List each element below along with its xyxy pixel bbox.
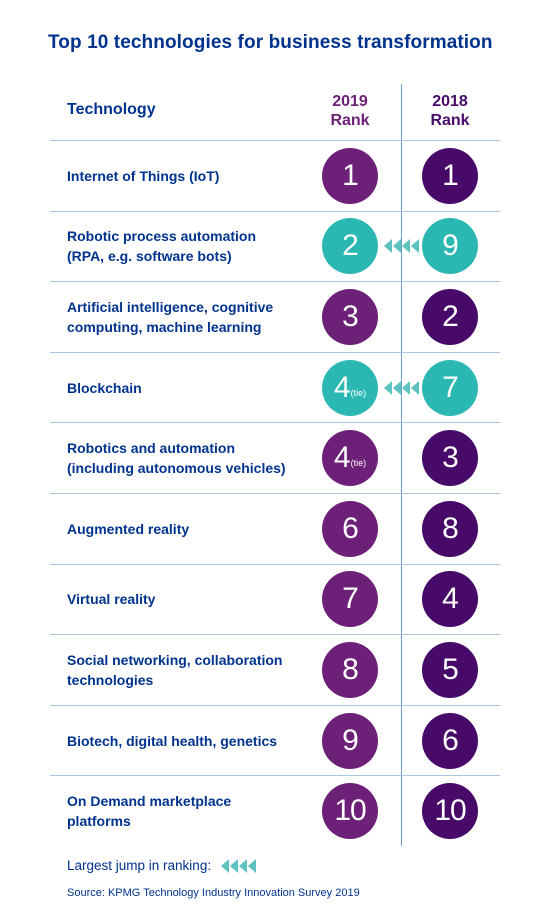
left-arrows-icon bbox=[384, 380, 419, 395]
technology-name: Biotech, digital health, genetics bbox=[67, 732, 278, 749]
table-row: Social networking, collaboration technol… bbox=[50, 634, 500, 705]
technology-name: Social networking, collaboration technol… bbox=[67, 651, 283, 688]
header-2019-year: 2019 bbox=[332, 93, 368, 110]
rank-2019-badge: 8 bbox=[322, 641, 378, 698]
header-2018-year: 2018 bbox=[432, 93, 468, 110]
rank-2018-badge: 10 bbox=[422, 783, 478, 840]
rank-2018-value: 9 bbox=[442, 229, 459, 263]
ranking-table: Internet of Things (IoT) 1 1 Robotic proces… bbox=[50, 140, 500, 846]
rank-2019-badge: 4 (tie) bbox=[322, 430, 378, 487]
rank-2018-value: 4 bbox=[442, 582, 459, 616]
rank-2018-value: 10 bbox=[434, 794, 466, 828]
table-row: On Demand marketplace platforms 10 10 bbox=[50, 775, 500, 846]
left-arrows-icon bbox=[384, 239, 419, 254]
table-row: Artificial intelligence, cognitive compu… bbox=[50, 281, 500, 352]
rank-2019-value: 1 bbox=[342, 158, 359, 192]
legend: Largest jump in ranking: bbox=[67, 858, 257, 873]
column-divider bbox=[401, 84, 402, 846]
technology-name: On Demand marketplace platforms bbox=[67, 793, 232, 830]
header-2019-label: Rank bbox=[330, 112, 370, 129]
rank-2019-value: 4 bbox=[333, 441, 351, 475]
rank-2018-badge: 3 bbox=[422, 430, 478, 487]
rank-2019-badge: 7 bbox=[322, 571, 378, 628]
rank-2019-badge: 3 bbox=[322, 288, 378, 345]
table-row: Internet of Things (IoT) 1 1 bbox=[50, 140, 500, 211]
rank-2019-value: 8 bbox=[342, 652, 359, 686]
rank-2018-badge: 2 bbox=[422, 288, 478, 345]
table-row: Robotics and automation (including auton… bbox=[50, 422, 500, 493]
technology-name: Robotic process automation (RPA, e.g. so… bbox=[67, 228, 257, 265]
rank-2018-badge: 4 bbox=[422, 571, 478, 628]
rank-2019-value: 4 bbox=[333, 370, 351, 404]
technology-name: Augmented reality bbox=[67, 520, 190, 537]
table-row: Virtual reality 7 4 bbox=[50, 563, 500, 635]
rank-2019-badge: 9 bbox=[322, 712, 378, 769]
rank-2018-badge: 1 bbox=[422, 147, 478, 204]
legend-label: Largest jump in ranking: bbox=[67, 858, 212, 873]
table-row: Robotic process automation (RPA, e.g. so… bbox=[50, 210, 500, 282]
rank-2019-value: 6 bbox=[342, 511, 359, 545]
table-row: Blockchain 4 (tie) 7 bbox=[50, 351, 500, 423]
technology-name: Blockchain bbox=[67, 379, 142, 396]
rank-2019-badge: 10 bbox=[322, 783, 378, 840]
technology-name: Virtual reality bbox=[67, 591, 156, 608]
left-arrows-icon bbox=[221, 858, 257, 873]
technology-name: Artificial intelligence, cognitive compu… bbox=[67, 298, 274, 335]
rank-2019-value: 7 bbox=[342, 582, 359, 616]
header-2019-rank: 2019 Rank bbox=[310, 92, 390, 130]
rank-2018-value: 6 bbox=[442, 723, 459, 757]
rank-2018-badge: 9 bbox=[422, 218, 478, 275]
rank-2019-badge: 2 bbox=[322, 218, 378, 275]
technology-name: Internet of Things (IoT) bbox=[67, 167, 220, 184]
rank-2018-value: 8 bbox=[442, 511, 459, 545]
rank-2018-value: 2 bbox=[442, 299, 459, 333]
rank-2019-value: 2 bbox=[342, 229, 359, 263]
rank-2019-badge: 4 (tie) bbox=[322, 359, 378, 416]
rank-2019-value: 3 bbox=[342, 299, 359, 333]
rank-2019-badge: 1 bbox=[322, 147, 378, 204]
tie-label: (tie) bbox=[350, 387, 367, 398]
rank-2018-badge: 5 bbox=[422, 641, 478, 698]
tie-label: (tie) bbox=[350, 458, 367, 469]
rank-2018-badge: 6 bbox=[422, 712, 478, 769]
rank-2018-badge: 7 bbox=[422, 359, 478, 416]
header-technology: Technology bbox=[67, 101, 156, 118]
header-2018-rank: 2018 Rank bbox=[410, 92, 490, 130]
table-row: Biotech, digital health, genetics 9 6 bbox=[50, 704, 500, 776]
technology-name: Robotics and automation (including auton… bbox=[67, 440, 286, 477]
page-title: Top 10 technologies for business transfo… bbox=[48, 32, 493, 53]
source-note: Source: KPMG Technology Industry Innovat… bbox=[67, 887, 360, 899]
header-2018-label: Rank bbox=[430, 112, 470, 129]
table-row: Augmented reality 6 8 bbox=[50, 492, 500, 564]
rank-2018-value: 1 bbox=[442, 158, 459, 192]
rank-2018-value: 3 bbox=[442, 441, 459, 475]
rank-2018-badge: 8 bbox=[422, 500, 478, 557]
rank-2019-value: 9 bbox=[342, 723, 359, 757]
rank-2018-value: 7 bbox=[442, 370, 459, 404]
rank-2018-value: 5 bbox=[442, 652, 459, 686]
rank-2019-value: 10 bbox=[334, 794, 366, 828]
rank-2019-badge: 6 bbox=[322, 500, 378, 557]
